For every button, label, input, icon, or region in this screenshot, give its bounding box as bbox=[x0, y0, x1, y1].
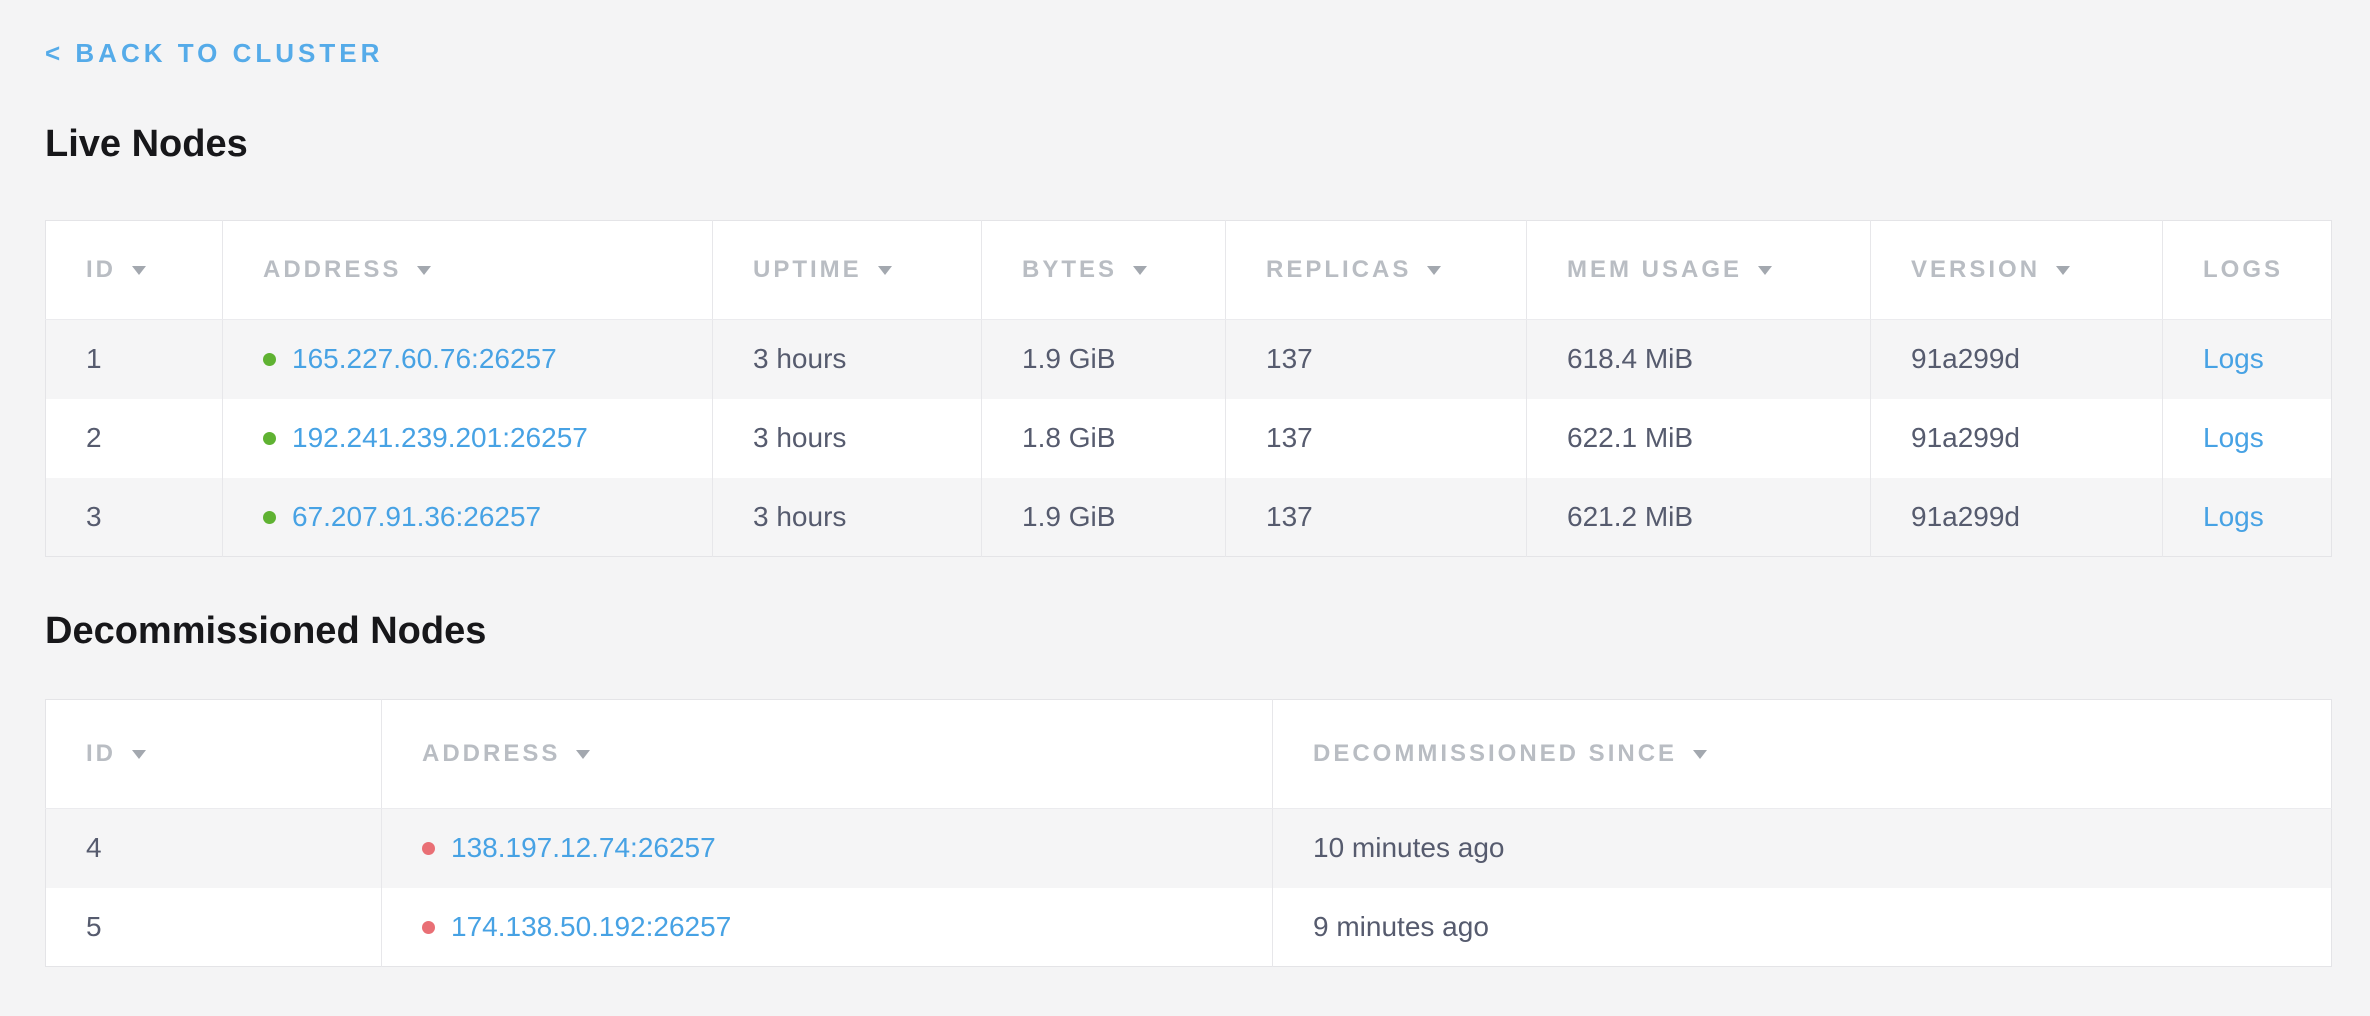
cell-bytes: 1.8 GiB bbox=[981, 398, 1226, 478]
node-address-link[interactable]: 165.227.60.76:26257 bbox=[292, 343, 557, 375]
table-row: 3 67.207.91.36:26257 3 hours 1.9 GiB 137… bbox=[45, 477, 2332, 557]
node-address-link[interactable]: 192.241.239.201:26257 bbox=[292, 422, 588, 453]
sort-desc-icon bbox=[576, 750, 591, 759]
column-header-address[interactable]: ADDRESS bbox=[222, 220, 713, 320]
logs-link[interactable]: Logs bbox=[2203, 422, 2264, 453]
cell-logs: Logs bbox=[2162, 398, 2332, 478]
cell-node-address: 165.227.60.76:26257 bbox=[222, 319, 713, 399]
cell-node-address: 192.241.239.201:26257 bbox=[222, 398, 713, 478]
live-status-dot-icon bbox=[263, 510, 276, 524]
cell-mem-usage: 618.4 MiB bbox=[1526, 319, 1871, 399]
table-row: 1 165.227.60.76:26257 3 hours 1.9 GiB 13… bbox=[45, 319, 2332, 399]
column-label: UPTIME bbox=[753, 256, 862, 283]
cell-mem-usage: 621.2 MiB bbox=[1526, 477, 1871, 557]
cell-node-id: 2 bbox=[45, 398, 223, 478]
column-label: ADDRESS bbox=[422, 740, 561, 767]
cell-replicas: 137 bbox=[1225, 477, 1527, 557]
cell-node-id: 5 bbox=[45, 887, 382, 967]
column-label: DECOMMISSIONED SINCE bbox=[1313, 740, 1678, 767]
sort-desc-icon bbox=[1133, 266, 1148, 275]
sort-desc-icon bbox=[1693, 750, 1708, 759]
cell-uptime: 3 hours bbox=[712, 477, 982, 557]
cell-uptime: 3 hours bbox=[712, 398, 982, 478]
column-label: REPLICAS bbox=[1266, 256, 1412, 283]
sort-desc-icon bbox=[132, 266, 146, 275]
cell-node-id: 3 bbox=[45, 477, 223, 557]
cell-node-id: 4 bbox=[45, 808, 382, 888]
column-label: BYTES bbox=[1022, 256, 1118, 283]
live-status-dot-icon bbox=[263, 353, 276, 367]
table-row: 4 138.197.12.74:26257 10 minutes ago bbox=[45, 808, 2332, 888]
cell-node-address: 174.138.50.192:26257 bbox=[381, 887, 1273, 967]
cell-decommissioned-since: 10 minutes ago bbox=[1272, 808, 2332, 888]
cell-node-address: 67.207.91.36:26257 bbox=[222, 477, 713, 557]
cell-logs: Logs bbox=[2162, 319, 2332, 399]
column-header-mem-usage[interactable]: MEM USAGE bbox=[1526, 220, 1871, 320]
table-header-row: ID ADDRESS UPTIME BYTES REPLICAS MEM USA… bbox=[45, 220, 2332, 320]
column-header-id[interactable]: ID bbox=[45, 699, 382, 809]
decommissioned-nodes-title: Decommissioned Nodes bbox=[45, 610, 487, 652]
sort-desc-icon bbox=[1758, 266, 1773, 275]
live-nodes-title: Live Nodes bbox=[45, 123, 248, 165]
decommissioned-status-dot-icon bbox=[422, 842, 435, 856]
sort-desc-icon bbox=[1427, 266, 1442, 275]
sort-desc-icon bbox=[877, 266, 892, 275]
column-header-logs: LOGS bbox=[2162, 220, 2332, 320]
cell-bytes: 1.9 GiB bbox=[981, 477, 1226, 557]
logs-link[interactable]: Logs bbox=[2203, 500, 2264, 532]
cell-node-id: 1 bbox=[45, 319, 223, 399]
column-header-version[interactable]: VERSION bbox=[1870, 220, 2163, 320]
column-header-address[interactable]: ADDRESS bbox=[381, 699, 1273, 809]
cell-decommissioned-since: 9 minutes ago bbox=[1272, 887, 2332, 967]
logs-link[interactable]: Logs bbox=[2203, 343, 2264, 375]
cell-logs: Logs bbox=[2162, 477, 2332, 557]
column-label: ADDRESS bbox=[263, 256, 402, 283]
sort-desc-icon bbox=[2056, 266, 2071, 275]
column-label: ID bbox=[86, 256, 116, 283]
column-label: VERSION bbox=[1911, 256, 2041, 283]
cell-version: 91a299d bbox=[1870, 398, 2163, 478]
cell-node-address: 138.197.12.74:26257 bbox=[381, 808, 1273, 888]
decommissioned-nodes-table: ID ADDRESS DECOMMISSIONED SINCE 4 138.19… bbox=[45, 699, 2332, 967]
table-row: 5 174.138.50.192:26257 9 minutes ago bbox=[45, 887, 2332, 967]
node-address-link[interactable]: 67.207.91.36:26257 bbox=[292, 500, 542, 532]
decommissioned-status-dot-icon bbox=[422, 920, 435, 934]
table-header-row: ID ADDRESS DECOMMISSIONED SINCE bbox=[45, 699, 2332, 809]
node-address-link[interactable]: 174.138.50.192:26257 bbox=[451, 910, 732, 942]
column-header-replicas[interactable]: REPLICAS bbox=[1225, 220, 1527, 320]
cell-version: 91a299d bbox=[1870, 319, 2163, 399]
column-label: MEM USAGE bbox=[1567, 256, 1743, 283]
cell-replicas: 137 bbox=[1225, 398, 1527, 478]
sort-desc-icon bbox=[132, 750, 146, 759]
cell-version: 91a299d bbox=[1870, 477, 2163, 557]
cell-replicas: 137 bbox=[1225, 319, 1527, 399]
column-header-decommissioned-since[interactable]: DECOMMISSIONED SINCE bbox=[1272, 699, 2332, 809]
back-to-cluster-link[interactable]: < BACK TO CLUSTER bbox=[45, 38, 384, 68]
live-nodes-table: ID ADDRESS UPTIME BYTES REPLICAS MEM USA… bbox=[45, 220, 2332, 557]
column-label: LOGS bbox=[2203, 256, 2284, 283]
column-header-uptime[interactable]: UPTIME bbox=[712, 220, 982, 320]
cell-bytes: 1.9 GiB bbox=[981, 319, 1226, 399]
node-address-link[interactable]: 138.197.12.74:26257 bbox=[451, 832, 716, 864]
column-header-bytes[interactable]: BYTES bbox=[981, 220, 1226, 320]
cell-uptime: 3 hours bbox=[712, 319, 982, 399]
column-label: ID bbox=[86, 740, 116, 767]
column-header-id[interactable]: ID bbox=[45, 220, 223, 320]
table-row: 2 192.241.239.201:26257 3 hours 1.8 GiB … bbox=[45, 398, 2332, 478]
live-status-dot-icon bbox=[263, 432, 276, 445]
cell-mem-usage: 622.1 MiB bbox=[1526, 398, 1871, 478]
sort-desc-icon bbox=[417, 266, 432, 275]
